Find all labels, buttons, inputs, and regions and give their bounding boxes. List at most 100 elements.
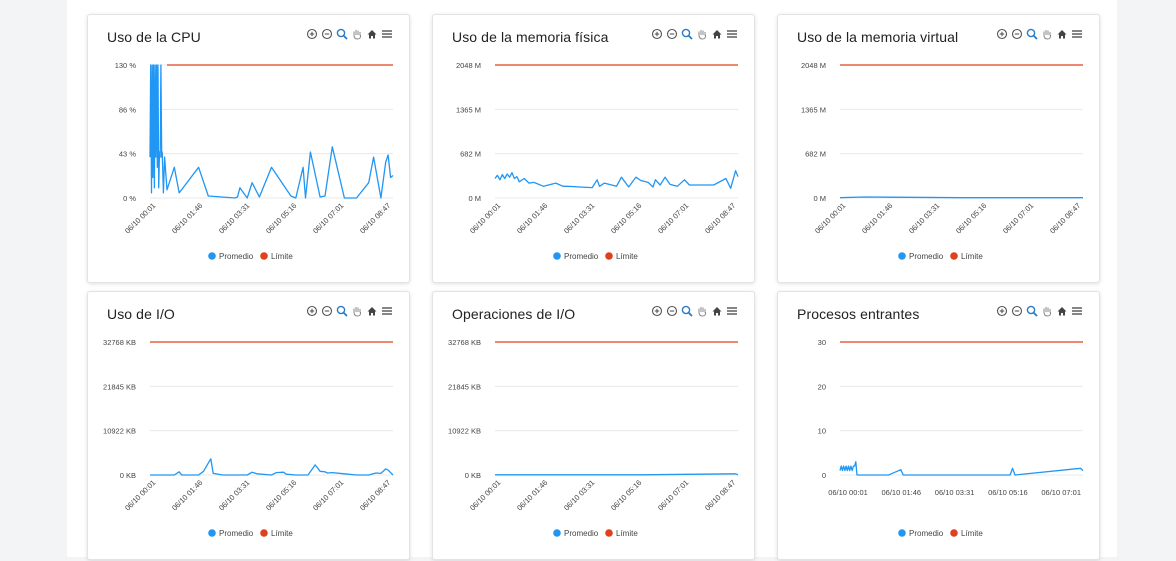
selection-zoom-icon[interactable] (336, 305, 348, 317)
legend-marker-limite[interactable] (950, 252, 958, 260)
legend-label-promedio[interactable]: Promedio (219, 529, 254, 538)
chart-card: Operaciones de I/O 32768 KB 21845 KB 10922 … (432, 291, 755, 560)
series-line-promedio (495, 473, 739, 476)
pan-hand-icon[interactable] (696, 28, 708, 40)
legend-marker-promedio[interactable] (553, 252, 561, 260)
chart-plot: 2048 M 1365 M 682 M 0 M06/10 00:01 06/10 01:… (456, 61, 739, 261)
legend-label-limite[interactable]: Límite (616, 252, 638, 261)
legend-label-promedio[interactable]: Promedio (909, 252, 944, 261)
legend-label-promedio[interactable]: Promedio (564, 252, 599, 261)
zoom-in-icon[interactable] (306, 28, 318, 40)
pan-hand-icon[interactable] (1041, 28, 1053, 40)
legend-marker-promedio[interactable] (208, 529, 216, 537)
zoom-in-icon[interactable] (996, 28, 1008, 40)
legend-label-promedio[interactable]: Promedio (219, 252, 254, 261)
chart-title: Uso de la memoria virtual (797, 29, 959, 45)
x-tick-label: 06/10 03:31 (217, 201, 251, 235)
menu-icon[interactable] (726, 305, 738, 317)
y-tick-label: 10922 KB (448, 427, 481, 436)
selection-zoom-icon[interactable] (681, 305, 693, 317)
legend-marker-limite[interactable] (260, 529, 268, 537)
x-tick-label: 06/10 01:46 (881, 488, 921, 497)
home-reset-icon[interactable] (1056, 28, 1068, 40)
legend-label-limite[interactable]: Límite (271, 252, 293, 261)
home-reset-icon[interactable] (366, 305, 378, 317)
legend-marker-limite[interactable] (950, 529, 958, 537)
x-tick-label: 06/10 05:16 (264, 478, 298, 512)
y-tick-label: 32768 KB (103, 338, 136, 347)
menu-icon[interactable] (1071, 305, 1083, 317)
zoom-out-icon[interactable] (321, 305, 333, 317)
menu-icon[interactable] (726, 28, 738, 40)
x-tick-label: 06/10 01:46 (170, 478, 204, 512)
zoom-out-icon[interactable] (321, 28, 333, 40)
y-tick-label: 682 M (805, 150, 826, 159)
zoom-out-icon[interactable] (666, 305, 678, 317)
legend-label-limite[interactable]: Límite (616, 529, 638, 538)
legend-marker-promedio[interactable] (898, 252, 906, 260)
zoom-out-icon[interactable] (1011, 28, 1023, 40)
x-tick-label: 06/10 05:16 (609, 201, 643, 235)
menu-icon[interactable] (381, 305, 393, 317)
x-tick-label: 06/10 05:16 (609, 478, 643, 512)
y-tick-label: 130 % (115, 61, 137, 70)
chart-card: Uso de la memoria virtual 2048 M 1365 M 682… (777, 14, 1100, 283)
chart-card: Uso de la CPU 130 % 86 % 43 % 0 % 06/10 00:01… (87, 14, 410, 283)
chart-toolbar (996, 28, 1083, 40)
zoom-in-icon[interactable] (651, 28, 663, 40)
series-line-promedio (149, 64, 394, 199)
chart-toolbar (651, 305, 738, 317)
legend-label-limite[interactable]: Límite (961, 252, 983, 261)
chart-card: Procesos entrantes 30 20 10 0 06/10 00:01 06/1… (777, 291, 1100, 560)
legend-marker-limite[interactable] (260, 252, 268, 260)
pan-hand-icon[interactable] (696, 305, 708, 317)
series-line-promedio (150, 458, 394, 476)
pan-hand-icon[interactable] (351, 28, 363, 40)
selection-zoom-icon[interactable] (681, 28, 693, 40)
legend-marker-promedio[interactable] (208, 252, 216, 260)
chart-toolbar (306, 305, 393, 317)
legend-marker-promedio[interactable] (553, 529, 561, 537)
x-tick-label: 06/10 03:31 (935, 488, 975, 497)
selection-zoom-icon[interactable] (1026, 28, 1038, 40)
legend-marker-promedio[interactable] (898, 529, 906, 537)
legend-label-promedio[interactable]: Promedio (909, 529, 944, 538)
legend-label-promedio[interactable]: Promedio (564, 529, 599, 538)
legend-marker-limite[interactable] (605, 529, 613, 537)
selection-zoom-icon[interactable] (336, 28, 348, 40)
zoom-in-icon[interactable] (306, 305, 318, 317)
zoom-out-icon[interactable] (666, 28, 678, 40)
x-tick-label: 06/10 01:46 (515, 478, 549, 512)
chart-title: Uso de la memoria física (452, 29, 609, 45)
chart-title: Uso de la CPU (107, 29, 201, 45)
series-line-promedio (494, 170, 739, 189)
legend-label-limite[interactable]: Límite (961, 529, 983, 538)
y-tick-label: 10 (818, 427, 826, 436)
home-reset-icon[interactable] (711, 305, 723, 317)
chart-plot: 2048 M 1365 M 682 M 0 M06/10 00:01 06/10 01:… (801, 61, 1083, 261)
zoom-out-icon[interactable] (1011, 305, 1023, 317)
chart-toolbar (306, 28, 393, 40)
legend-marker-limite[interactable] (605, 252, 613, 260)
selection-zoom-icon[interactable] (1026, 305, 1038, 317)
chart-toolbar (996, 305, 1083, 317)
x-tick-label: 06/10 08:47 (1048, 201, 1082, 235)
y-tick-label: 10922 KB (103, 427, 136, 436)
home-reset-icon[interactable] (1056, 305, 1068, 317)
zoom-in-icon[interactable] (651, 305, 663, 317)
home-reset-icon[interactable] (711, 28, 723, 40)
y-tick-label: 86 % (119, 105, 136, 114)
y-tick-label: 21845 KB (448, 382, 481, 391)
legend-label-limite[interactable]: Límite (271, 529, 293, 538)
home-reset-icon[interactable] (366, 28, 378, 40)
menu-icon[interactable] (381, 28, 393, 40)
y-tick-label: 43 % (119, 150, 136, 159)
x-tick-label: 06/10 03:31 (217, 478, 251, 512)
pan-hand-icon[interactable] (351, 305, 363, 317)
series-line-promedio (839, 196, 1083, 199)
zoom-in-icon[interactable] (996, 305, 1008, 317)
menu-icon[interactable] (1071, 28, 1083, 40)
x-tick-label: 06/10 08:47 (703, 201, 737, 235)
pan-hand-icon[interactable] (1041, 305, 1053, 317)
